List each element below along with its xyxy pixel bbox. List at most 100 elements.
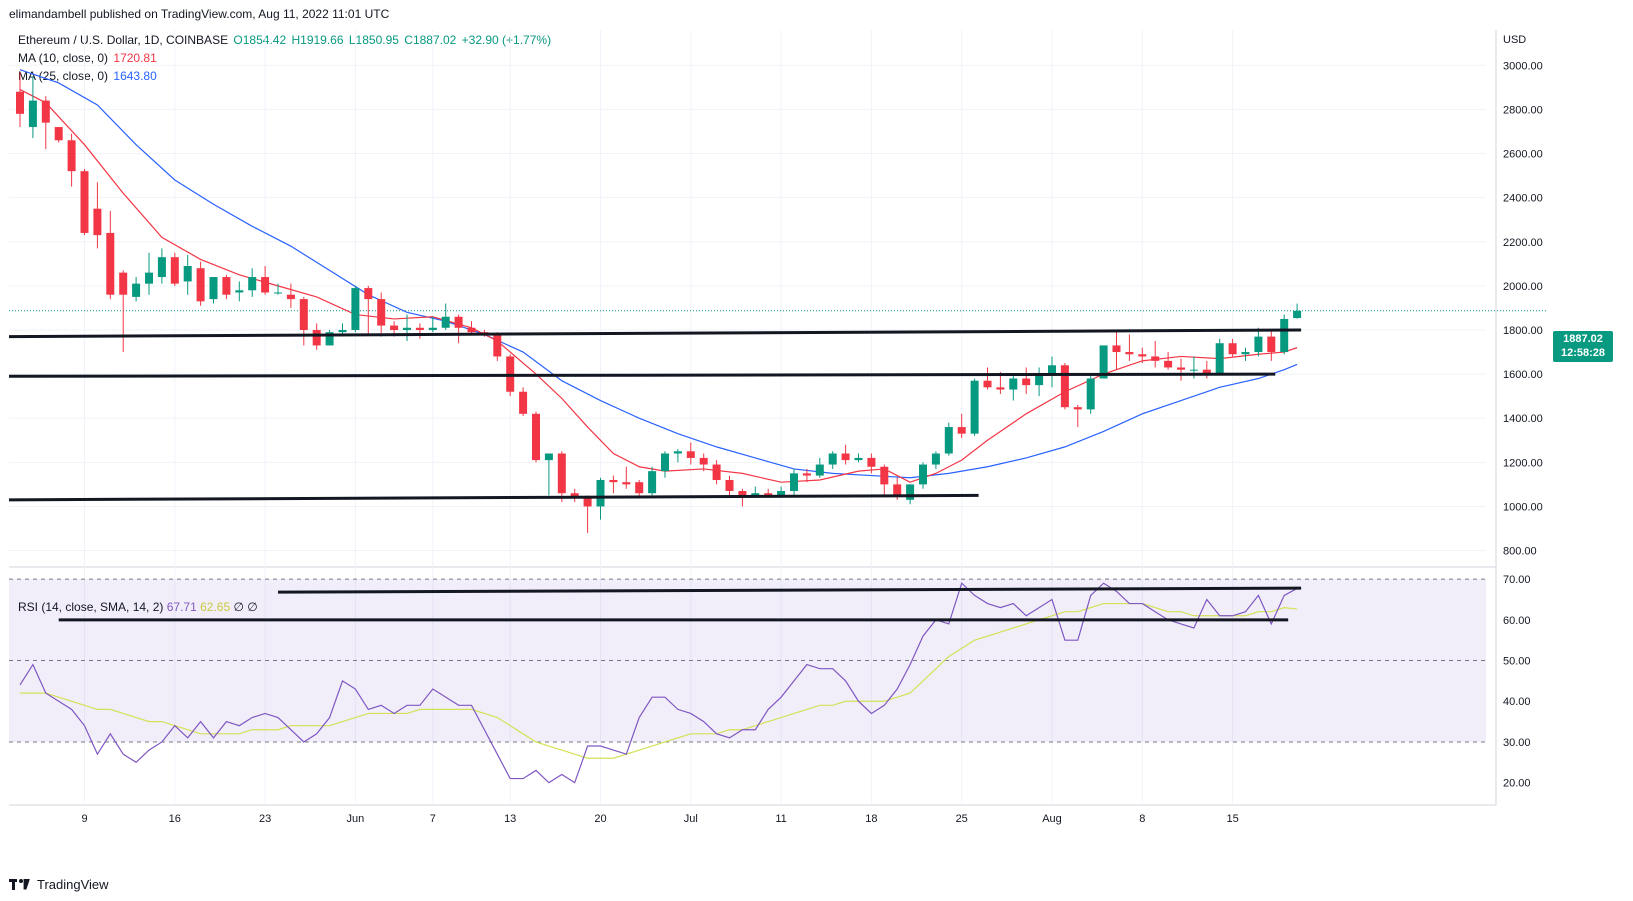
tradingview-footer[interactable]: TradingView <box>9 877 109 892</box>
rsi-tick-label: 60.00 <box>1503 615 1531 627</box>
candle <box>970 378 979 436</box>
candle-body <box>1035 374 1044 386</box>
candle <box>557 451 566 503</box>
candle <box>67 133 76 187</box>
candle-body <box>661 453 669 472</box>
candle <box>1048 356 1056 388</box>
candle-body <box>1099 345 1108 379</box>
ohlc-low: L1850.95 <box>348 33 399 47</box>
candle <box>28 76 37 139</box>
price-tick-label: 800.00 <box>1503 546 1537 558</box>
candle-body <box>802 473 811 476</box>
candle <box>1293 303 1302 319</box>
candle-body <box>1280 318 1289 353</box>
symbol-legend[interactable]: Ethereum / U.S. Dollar, 1D, COINBASE O18… <box>18 33 553 47</box>
candle <box>1241 347 1250 361</box>
candle <box>1073 404 1082 428</box>
candle-body <box>764 493 773 496</box>
candle-body <box>673 451 682 454</box>
candle-body <box>351 288 360 330</box>
candle-body <box>557 453 566 494</box>
rsi-line <box>19 582 1298 784</box>
candle <box>790 468 798 496</box>
candle <box>622 466 631 489</box>
candle-body <box>1254 336 1263 353</box>
price-trendline <box>8 372 1276 378</box>
candle <box>16 71 24 128</box>
candle <box>80 168 89 236</box>
candle-body <box>1267 336 1276 353</box>
candle <box>1138 347 1147 364</box>
candle <box>1164 352 1173 370</box>
candle <box>364 285 373 335</box>
candle-body <box>1125 352 1134 355</box>
candle-body <box>28 100 37 128</box>
candle <box>106 210 115 300</box>
time-tick-label: Jul <box>684 813 698 825</box>
price-tick-label: 2600.00 <box>1503 149 1543 161</box>
tradingview-logo-icon <box>9 878 31 891</box>
candle <box>299 296 308 346</box>
candle-body <box>16 91 24 114</box>
candle <box>609 475 618 494</box>
ma25-legend[interactable]: MA (25, close, 0) 1643.80 <box>18 69 159 83</box>
price-tick-label: 1000.00 <box>1503 501 1543 513</box>
ma10-legend[interactable]: MA (10, close, 0) 1720.81 <box>18 51 159 65</box>
candle <box>983 367 992 390</box>
candle-body <box>841 453 850 461</box>
candle-body <box>712 464 721 480</box>
candle-body <box>261 277 270 293</box>
bar-countdown: 12:58:28 <box>1560 347 1606 359</box>
candle-body <box>209 277 218 300</box>
rsi-legend[interactable]: RSI (14, close, SMA, 14, 2) 67.71 62.65 … <box>18 600 258 614</box>
last-price-value: 1887.02 <box>1563 333 1603 345</box>
candle-body <box>312 329 321 346</box>
candle-body <box>1048 365 1056 375</box>
candle <box>286 283 295 308</box>
candle-body <box>119 272 128 295</box>
candle <box>93 182 102 249</box>
candle-body <box>196 268 205 302</box>
candle <box>673 449 682 463</box>
candle-body <box>970 380 979 434</box>
candle <box>931 451 940 469</box>
candle <box>1035 367 1044 397</box>
candle <box>712 460 721 485</box>
candle <box>815 457 824 478</box>
candle-body <box>54 127 63 141</box>
time-tick-label: 25 <box>956 813 968 825</box>
candle <box>854 453 863 463</box>
candle <box>1202 360 1211 379</box>
time-tick-label: 16 <box>169 813 181 825</box>
candle-body <box>415 327 424 330</box>
candle-body <box>699 457 708 465</box>
candle-body <box>790 473 798 492</box>
candle <box>183 254 192 295</box>
candle-body <box>635 482 644 494</box>
candle <box>802 468 811 483</box>
candle <box>1112 329 1121 370</box>
candle-body <box>867 457 876 467</box>
candle-body <box>145 272 153 284</box>
candle-body <box>1022 378 1031 386</box>
candle <box>235 281 244 302</box>
time-tick-label: Aug <box>1042 813 1062 825</box>
rsi-tick-label: 40.00 <box>1503 696 1531 708</box>
candle <box>54 127 63 143</box>
rsi-tick-label: 50.00 <box>1503 656 1531 668</box>
candle <box>1267 329 1276 361</box>
candle-body <box>596 479 605 507</box>
candle <box>312 323 321 350</box>
candle-body <box>248 277 257 291</box>
candle-body <box>544 453 553 461</box>
price-tick-label: 2400.00 <box>1503 193 1543 205</box>
time-tick-label: 20 <box>594 813 606 825</box>
rsi-trendline <box>277 586 1302 594</box>
candle-body <box>532 413 540 461</box>
ohlc-high: H1919.66 <box>291 33 344 47</box>
price-tick-label: 2200.00 <box>1503 237 1543 249</box>
candle-body <box>1151 356 1160 361</box>
candle <box>1228 338 1237 357</box>
candle <box>454 314 463 344</box>
